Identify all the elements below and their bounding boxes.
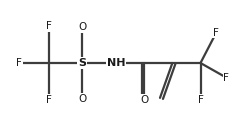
Text: S: S [78,58,86,68]
Text: F: F [46,21,52,31]
Text: NH: NH [107,58,125,68]
Text: F: F [213,28,219,38]
Text: O: O [78,94,87,104]
Text: F: F [46,95,52,105]
Text: F: F [16,58,22,68]
Text: F: F [198,95,203,105]
Text: O: O [140,95,148,105]
Text: O: O [78,22,87,32]
Text: F: F [223,73,229,83]
